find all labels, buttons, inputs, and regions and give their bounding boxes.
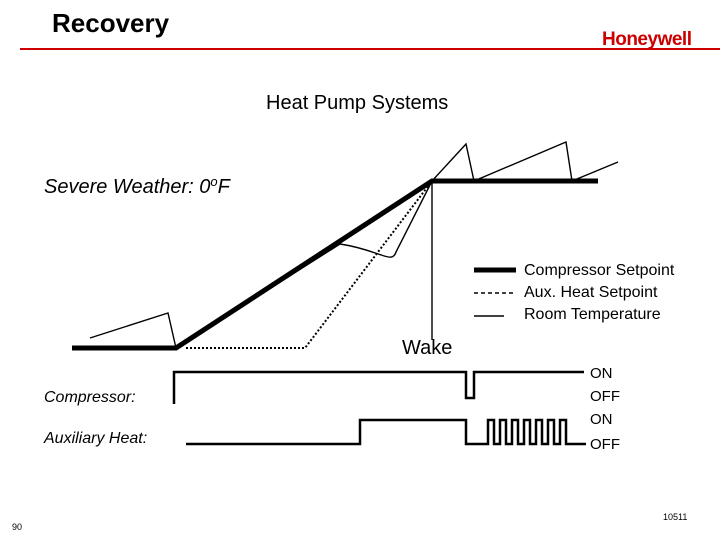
title-rule: [20, 48, 720, 50]
room-temperature-curve: [175, 180, 433, 349]
auxiliary-heat-row-label: Auxiliary Heat:: [44, 430, 148, 447]
state-label-on: ON: [590, 365, 613, 382]
state-label-off: OFF: [590, 388, 620, 405]
document-number: 10511: [663, 512, 688, 522]
weather-condition: Severe Weather: 0oF: [44, 174, 230, 198]
room-temperature-line: [89, 141, 619, 350]
state-label-on: ON: [590, 411, 613, 428]
auxiliary-heat-signal: [186, 418, 586, 446]
page-title: Recovery: [52, 8, 170, 38]
compressor-setpoint-line: [72, 178, 598, 351]
legend-compressor-label: Compressor Setpoint: [524, 262, 675, 279]
legend-aux-label: Aux. Heat Setpoint: [524, 284, 658, 301]
honeywell-logo: Honeywell: [602, 29, 692, 50]
compressor-signal: [172, 370, 584, 404]
page-number: 90: [12, 522, 23, 532]
legend-room-label: Room Temperature: [524, 306, 661, 323]
state-label-off: OFF: [590, 436, 620, 453]
diagram-subtitle: Heat Pump Systems: [266, 92, 449, 114]
compressor-row-label: Compressor:: [44, 389, 136, 406]
wake-label: Wake: [402, 337, 453, 359]
